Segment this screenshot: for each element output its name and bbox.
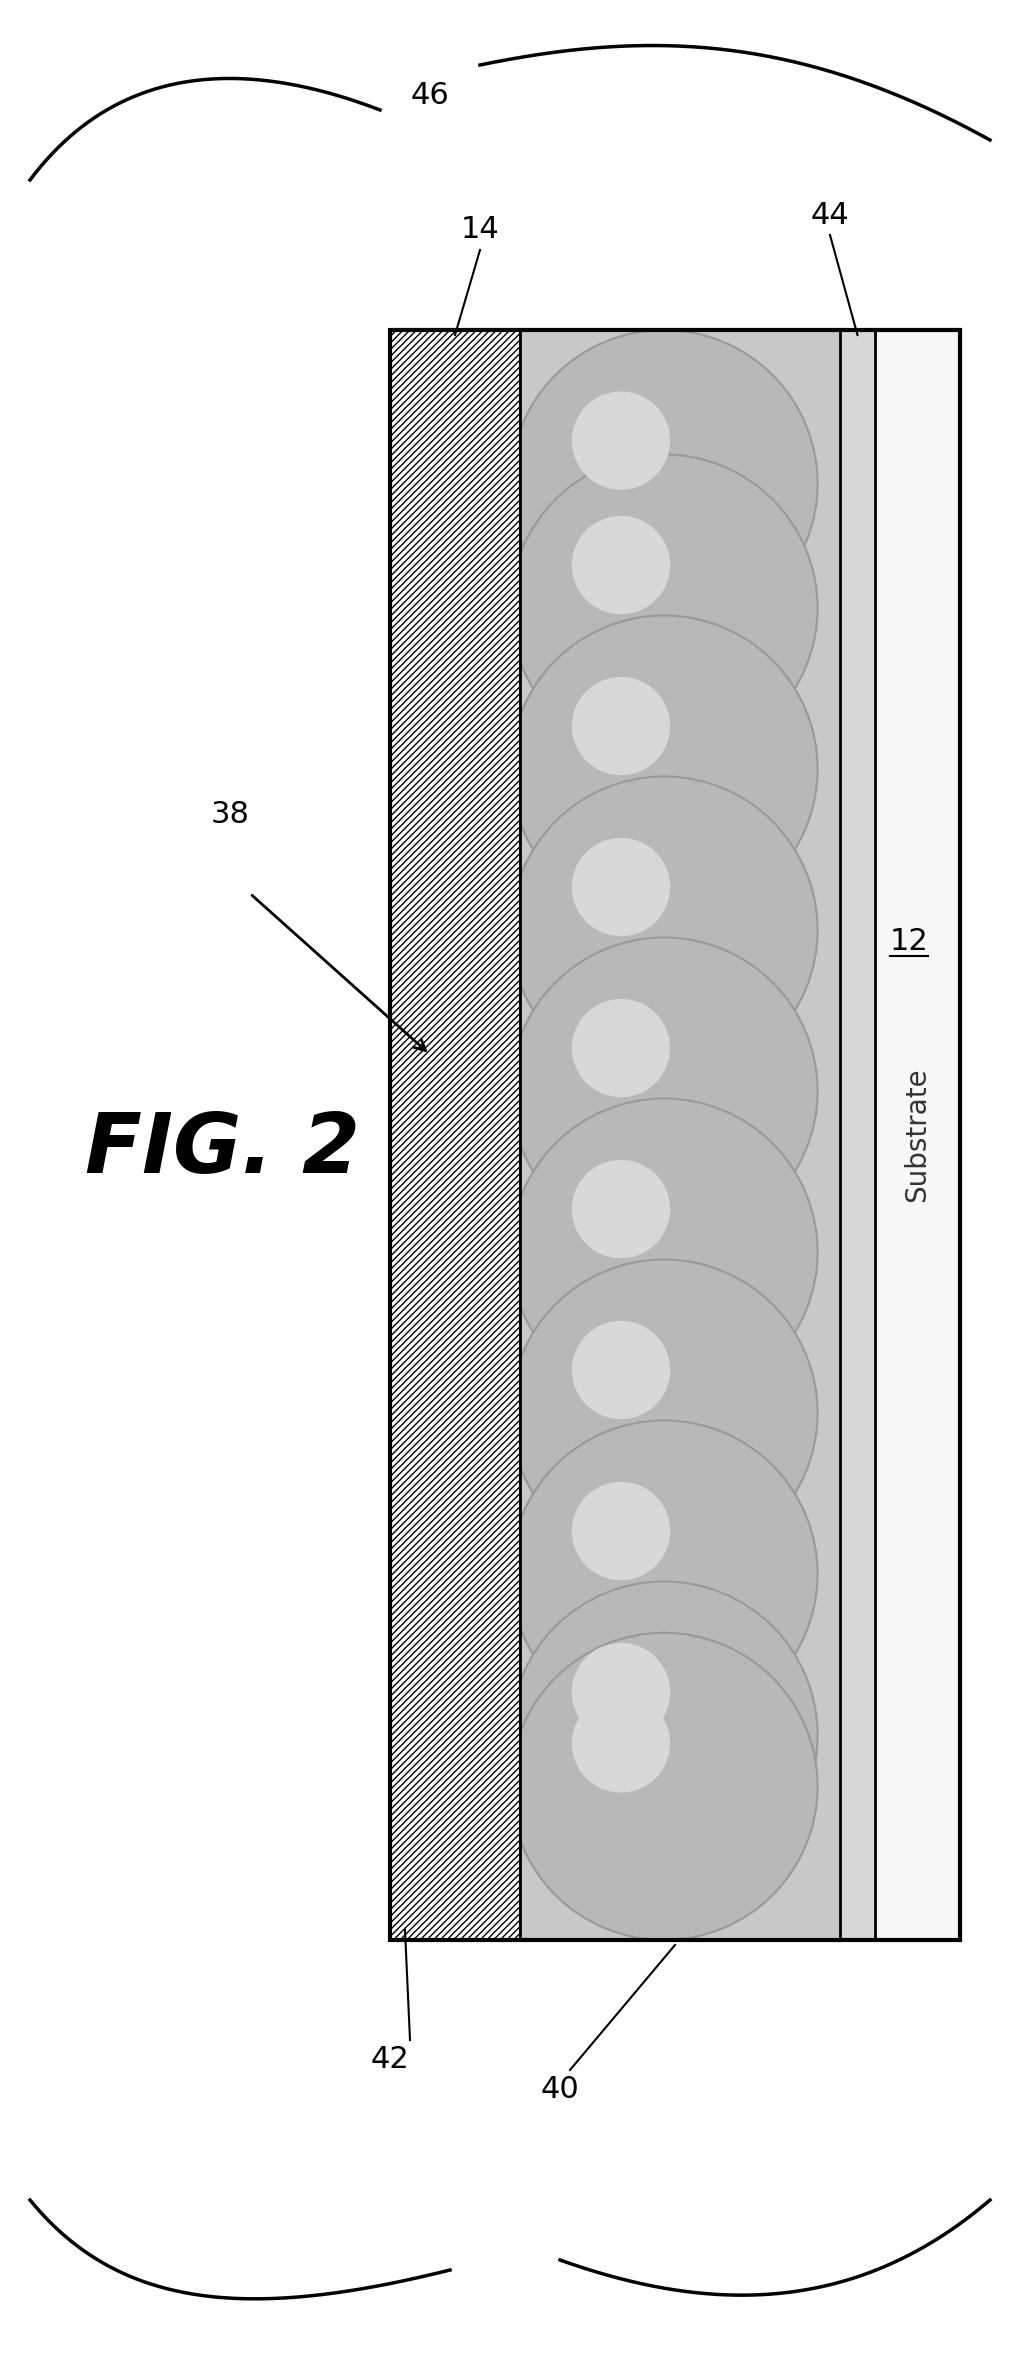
Circle shape bbox=[572, 677, 670, 776]
Circle shape bbox=[572, 1695, 670, 1792]
Text: 38: 38 bbox=[210, 799, 250, 830]
Circle shape bbox=[572, 1160, 670, 1259]
Circle shape bbox=[511, 1099, 818, 1405]
Text: 44: 44 bbox=[811, 200, 849, 229]
Bar bbox=[840, 330, 875, 1941]
Text: 40: 40 bbox=[541, 2075, 579, 2103]
Bar bbox=[520, 330, 840, 1941]
Circle shape bbox=[511, 1259, 818, 1566]
Circle shape bbox=[511, 776, 818, 1085]
Text: 42: 42 bbox=[371, 2044, 409, 2075]
Circle shape bbox=[511, 330, 818, 637]
Text: FIG. 2: FIG. 2 bbox=[85, 1111, 360, 1191]
Text: 46: 46 bbox=[410, 80, 449, 108]
Circle shape bbox=[572, 1000, 670, 1096]
Circle shape bbox=[511, 1420, 818, 1728]
Text: 12: 12 bbox=[890, 927, 929, 957]
Bar bbox=[875, 330, 960, 1941]
Bar bbox=[875, 330, 960, 1941]
Circle shape bbox=[511, 615, 818, 922]
Circle shape bbox=[572, 837, 670, 936]
Circle shape bbox=[511, 1632, 818, 1941]
Circle shape bbox=[572, 1644, 670, 1740]
Circle shape bbox=[572, 1481, 670, 1580]
Bar bbox=[390, 330, 960, 1941]
Circle shape bbox=[511, 455, 818, 762]
Circle shape bbox=[572, 516, 670, 613]
Circle shape bbox=[511, 938, 818, 1245]
Circle shape bbox=[572, 1320, 670, 1420]
Text: 14: 14 bbox=[461, 215, 499, 245]
Bar bbox=[390, 330, 520, 1941]
Circle shape bbox=[572, 391, 670, 490]
Bar bbox=[390, 330, 960, 1941]
Circle shape bbox=[511, 1582, 818, 1889]
Text: Substrate: Substrate bbox=[904, 1068, 931, 1203]
